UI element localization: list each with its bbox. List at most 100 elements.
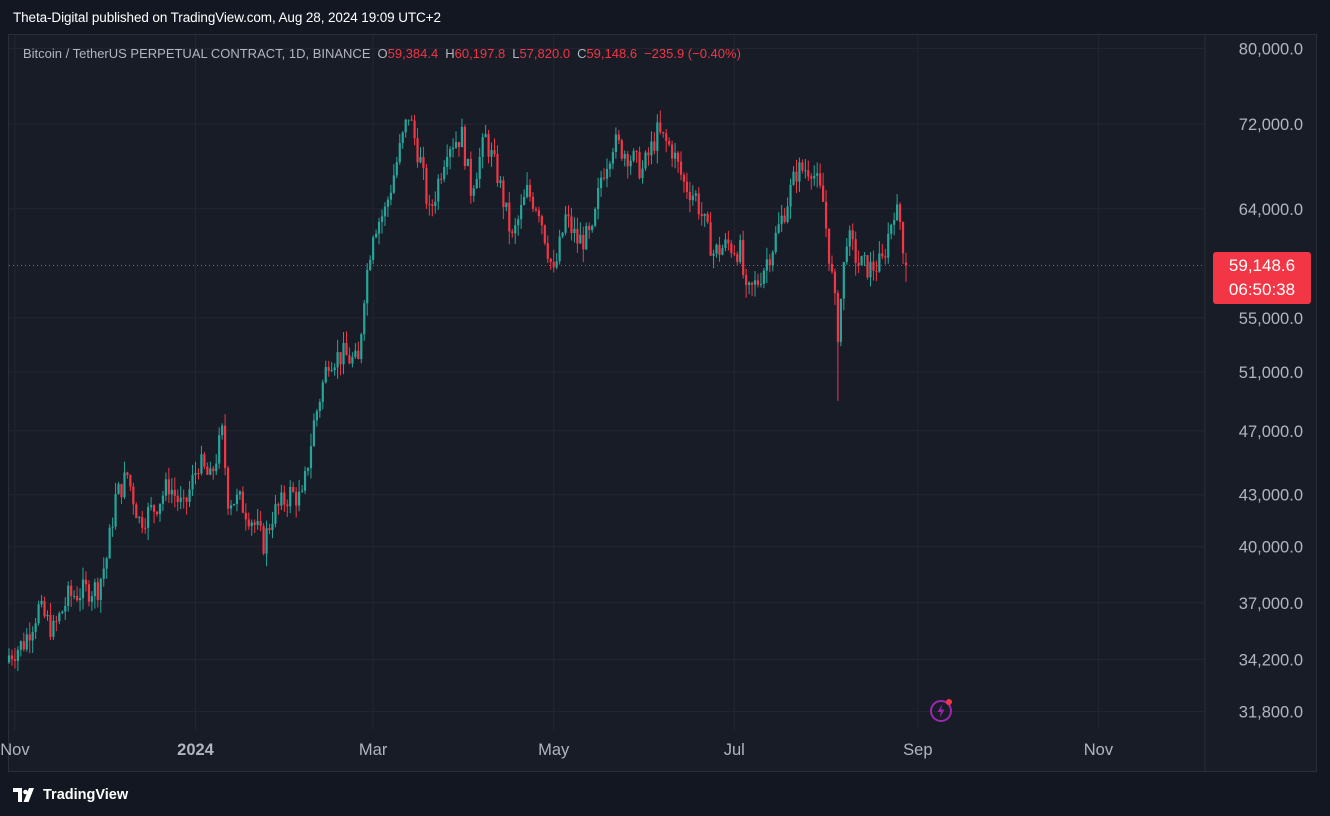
candle-body — [614, 134, 617, 152]
candle-body — [372, 237, 375, 260]
candle-body — [765, 259, 768, 271]
last-price-value: 59,148.6 — [1228, 256, 1296, 275]
candle-body — [564, 214, 567, 233]
candle-body — [460, 126, 464, 148]
candle-body — [724, 239, 727, 249]
candle-body — [167, 479, 170, 495]
candle-body — [839, 298, 842, 342]
candle-body — [730, 243, 733, 253]
candle-body — [253, 522, 256, 525]
candle-body — [58, 613, 61, 622]
y-tick-label: 43,000.0 — [1239, 487, 1303, 505]
candle-body — [662, 131, 665, 134]
candle-body — [96, 582, 99, 600]
candle-body — [383, 206, 387, 217]
candle-body — [665, 133, 668, 141]
candle-body — [425, 167, 428, 204]
candle-body — [567, 214, 570, 217]
candle-body — [31, 631, 34, 641]
candle-body — [185, 497, 188, 502]
candle-body — [22, 641, 25, 650]
candle-body — [366, 269, 369, 304]
candle-body — [499, 180, 502, 184]
candle-body — [422, 157, 425, 168]
candle-body — [191, 474, 194, 490]
candle-countdown: 06:50:38 — [1228, 280, 1296, 299]
candle-body — [377, 221, 381, 234]
y-tick-label: 55,000.0 — [1239, 310, 1303, 328]
candle-body — [576, 228, 579, 244]
candle-body — [333, 367, 336, 371]
candle-body — [84, 579, 88, 585]
candle-body — [218, 435, 221, 464]
candle-body — [126, 472, 129, 476]
candle-body — [434, 201, 437, 207]
candle-body — [591, 225, 594, 231]
candle-body — [842, 262, 845, 299]
candle-body — [528, 184, 532, 197]
candle-body — [43, 600, 46, 617]
candle-body — [463, 126, 467, 166]
candle-body — [330, 370, 333, 372]
candle-body — [774, 232, 777, 253]
candle-body — [653, 141, 656, 151]
candle-body — [374, 233, 378, 238]
publisher-line: Theta-Digital published on TradingView.c… — [13, 10, 441, 25]
candle-body — [55, 620, 58, 622]
candle-body — [176, 495, 179, 502]
candle-body — [262, 525, 265, 554]
candle-body — [138, 517, 141, 519]
candle-body — [75, 595, 79, 601]
candle-body — [629, 160, 632, 167]
candle-body — [682, 174, 686, 182]
candle-body — [443, 166, 446, 180]
candle-body — [164, 479, 168, 496]
candle-body — [360, 334, 363, 360]
candle-body — [537, 210, 541, 217]
candle-body — [7, 655, 11, 663]
candle-body — [226, 468, 230, 509]
candle-body — [229, 505, 233, 509]
candle-body — [875, 270, 878, 272]
candle-body — [289, 486, 292, 507]
candle-body — [49, 614, 52, 637]
candle-body — [144, 527, 147, 529]
candle-body — [34, 623, 37, 632]
candle-body — [81, 579, 85, 599]
candle-body — [863, 255, 866, 257]
candle-body — [703, 213, 706, 217]
candle-body — [129, 475, 132, 487]
lightning-bolt-icon[interactable] — [929, 697, 955, 723]
close-value: 59,148.6 — [586, 46, 638, 61]
candle-body — [884, 256, 887, 258]
candle-body — [848, 230, 851, 247]
change-value: −235.9 (−0.40%) — [644, 46, 741, 61]
candle-body — [747, 282, 751, 285]
candle-body — [608, 163, 612, 169]
candle-body — [132, 486, 135, 505]
candle-body — [801, 162, 804, 171]
candle-body — [250, 522, 253, 527]
candle-body — [224, 425, 227, 469]
candle-body — [520, 204, 523, 220]
candle-body — [475, 178, 478, 189]
x-tick-label: Nov — [1084, 741, 1114, 759]
candle-body — [357, 350, 360, 360]
candle-body — [531, 196, 535, 209]
candle-body — [466, 158, 469, 166]
candle-body — [481, 137, 484, 157]
candle-body — [718, 244, 721, 255]
y-tick-label: 34,200.0 — [1239, 651, 1303, 669]
candle-body — [200, 454, 203, 474]
candle-body — [363, 303, 366, 335]
open-value: 59,384.4 — [387, 46, 439, 61]
candle-body — [37, 604, 40, 624]
candle-body — [295, 491, 298, 506]
candle-body — [487, 134, 490, 157]
candle-body — [389, 192, 392, 200]
candle-body — [700, 214, 703, 217]
brand-name: TradingView — [43, 787, 129, 803]
candle-body — [380, 216, 384, 222]
candle-body — [123, 472, 126, 498]
